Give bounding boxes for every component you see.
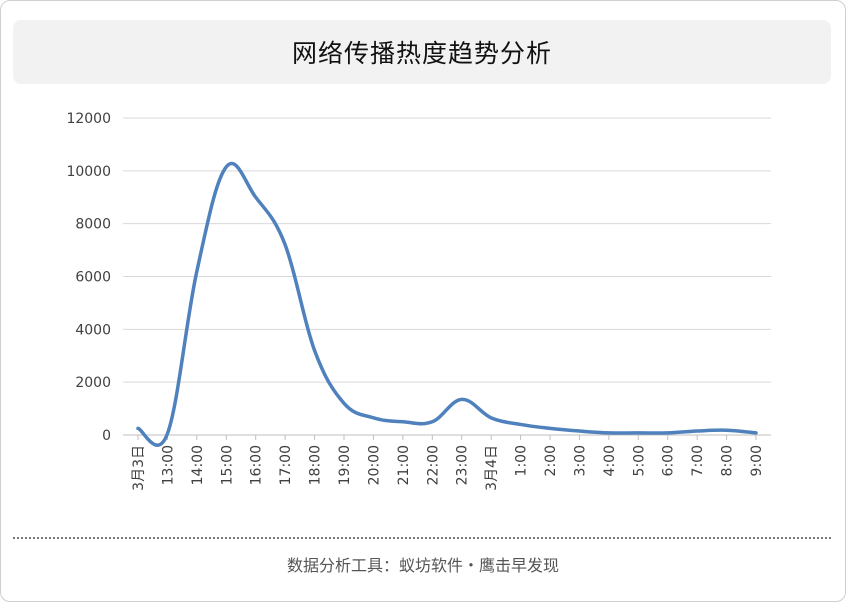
y-tick-label: 12000	[66, 111, 111, 127]
gridlines	[123, 117, 771, 436]
x-tick-label: 6:00	[661, 445, 677, 476]
x-tick-label: 5:00	[631, 445, 647, 476]
y-tick-label: 4000	[75, 322, 111, 338]
x-tick-label: 22:00	[425, 445, 441, 485]
footer-divider	[13, 537, 831, 539]
x-tick-label: 1:00	[514, 445, 530, 476]
y-axis-ticks: 0 2000 4000 6000 8000 10000 12000	[66, 111, 111, 444]
x-tick-label: 18:00	[308, 445, 324, 485]
x-tick-label: 3月4日	[484, 445, 500, 491]
x-axis-ticks: 3月3日 13:00 14:00 15:00 16:00 17:00 18:00 19:00 2…	[131, 435, 765, 491]
x-tick-label: 16:00	[249, 445, 265, 485]
chart-title: 网络传播热度趋势分析	[291, 39, 552, 68]
x-tick-label: 2:00	[543, 445, 559, 476]
x-tick-label: 20:00	[366, 445, 382, 485]
x-tick-label: 15:00	[219, 445, 235, 485]
title-bar: 网络传播热度趋势分析	[13, 20, 831, 84]
x-tick-label: 8:00	[720, 445, 736, 476]
series-group	[136, 161, 758, 447]
x-tick-label: 4:00	[602, 445, 618, 476]
x-tick-label: 3月3日	[131, 445, 147, 491]
series-line	[136, 161, 758, 447]
y-tick-label: 2000	[75, 375, 111, 391]
x-tick-label: 13:00	[160, 445, 176, 485]
x-tick-label: 9:00	[749, 445, 765, 476]
x-tick-label: 21:00	[396, 445, 412, 485]
y-tick-label: 8000	[75, 217, 111, 233]
x-tick-label: 23:00	[455, 445, 471, 485]
x-tick-label: 19:00	[337, 445, 353, 485]
x-tick-label: 14:00	[190, 445, 206, 485]
y-tick-label: 6000	[75, 270, 111, 286]
x-tick-label: 3:00	[572, 445, 588, 476]
y-tick-label: 0	[102, 428, 111, 444]
footer-source: 数据分析工具：蚁坊软件・鹰击早发现	[286, 556, 559, 575]
y-tick-label: 10000	[66, 164, 111, 180]
x-tick-label: 7:00	[690, 445, 706, 476]
x-tick-label: 17:00	[278, 445, 294, 485]
